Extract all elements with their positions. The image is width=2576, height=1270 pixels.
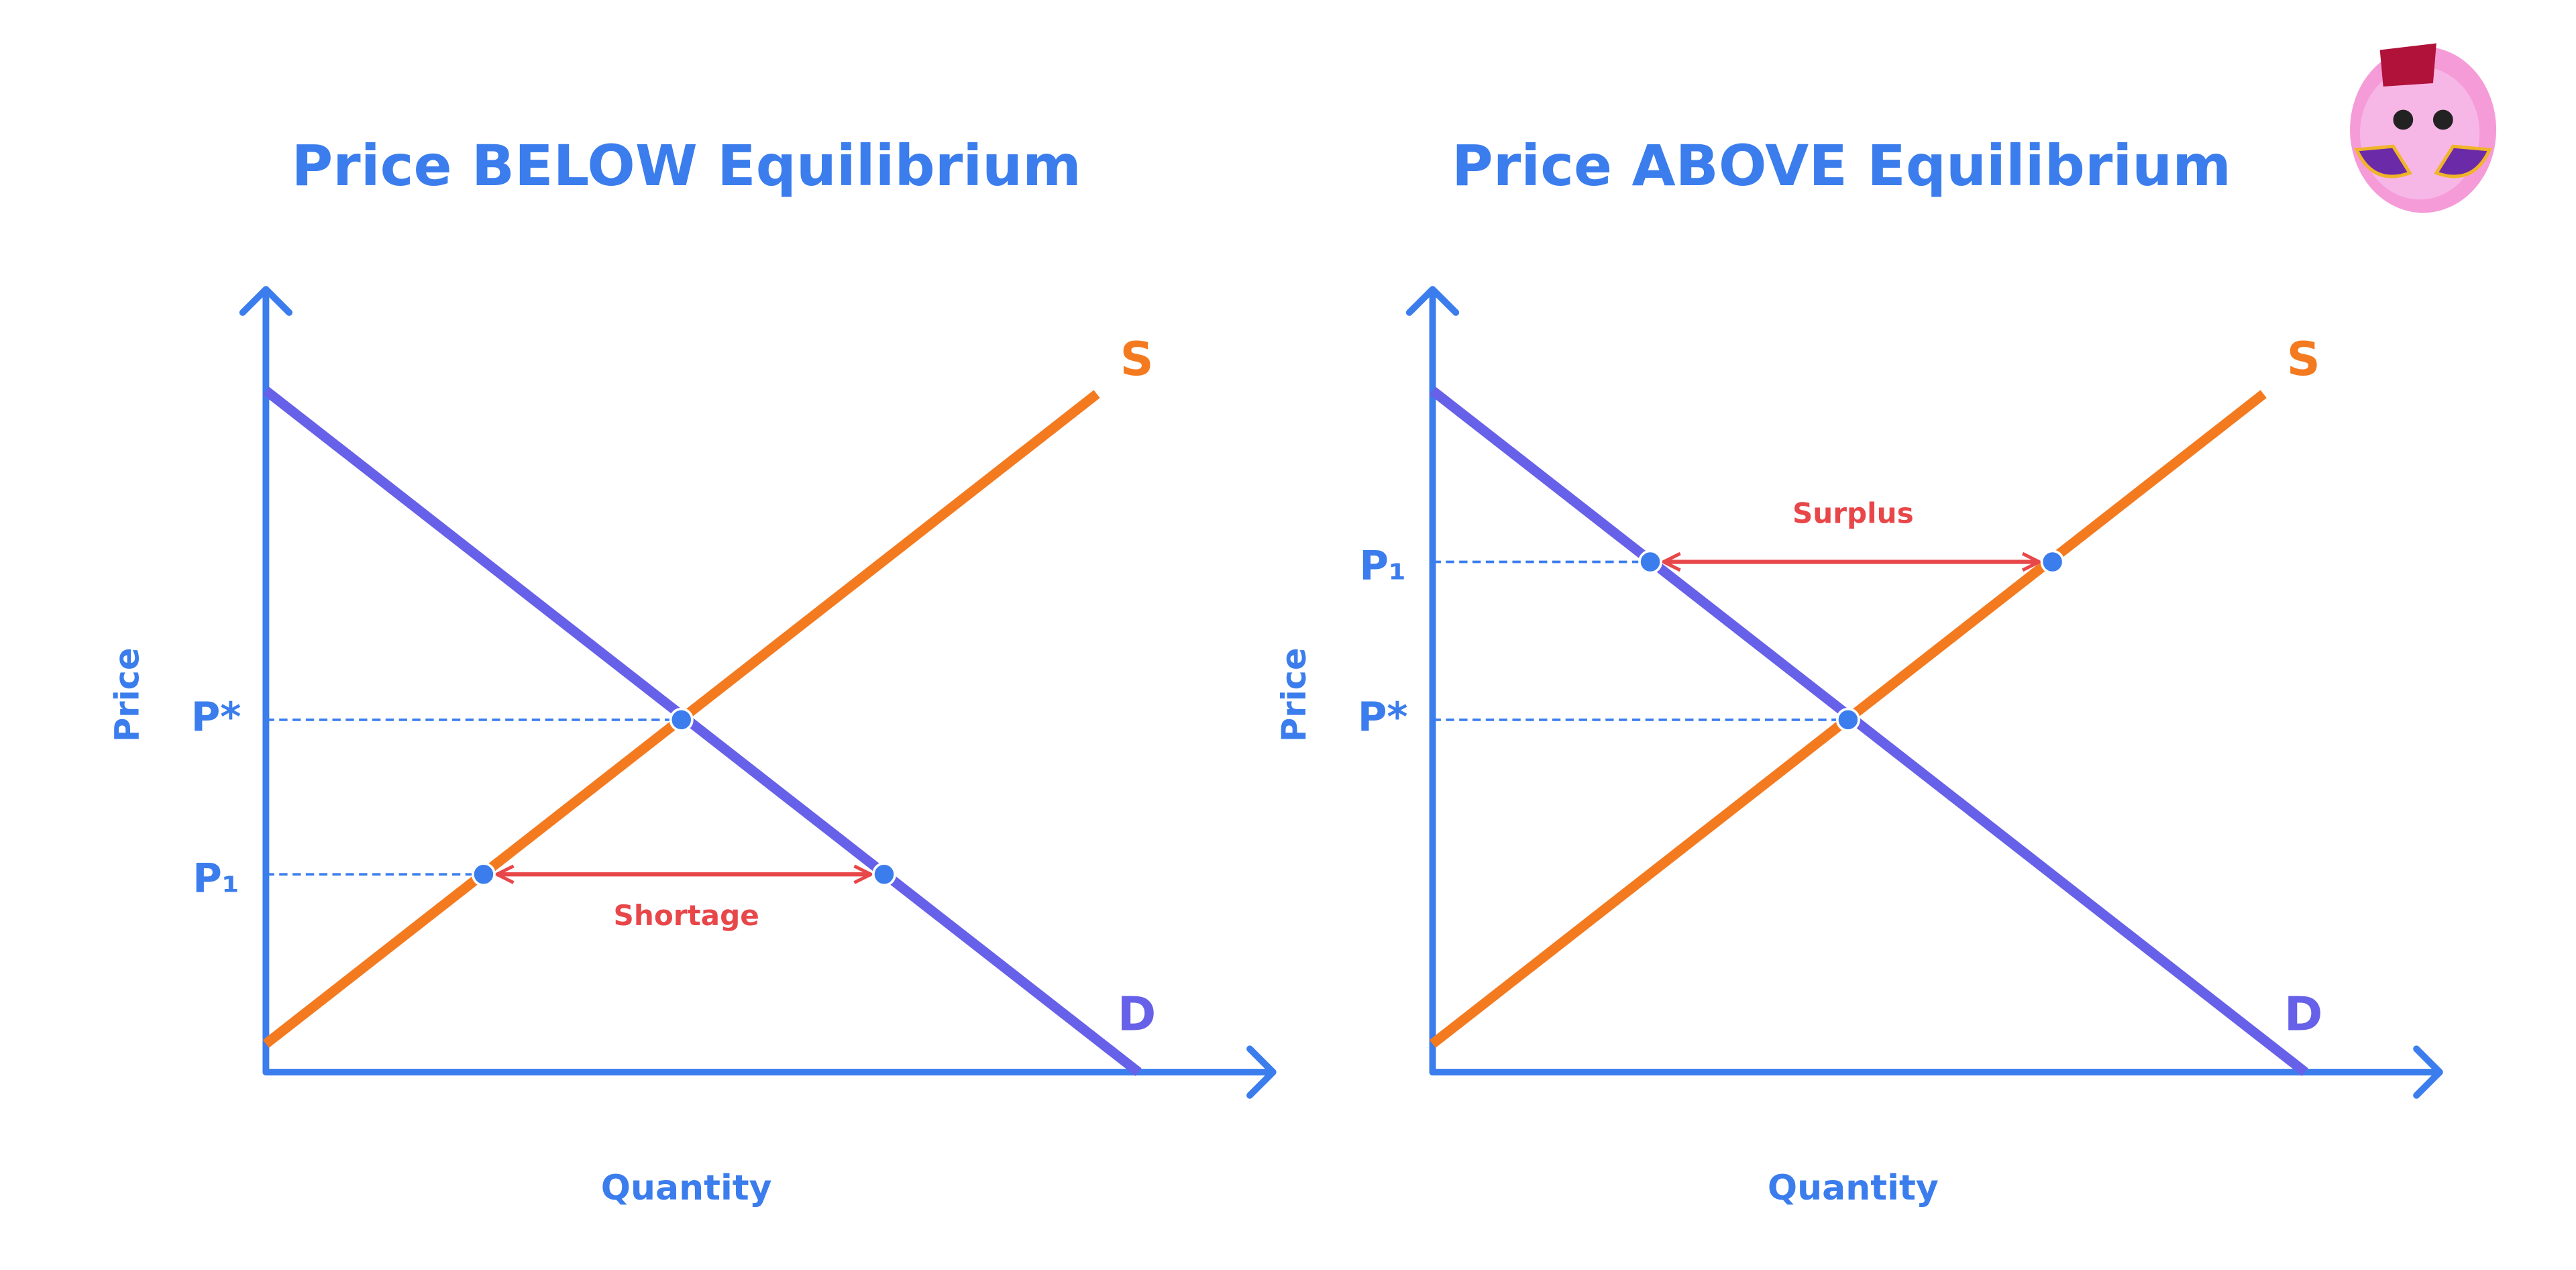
intersection-point [471, 862, 496, 887]
intersection-point [2040, 549, 2065, 574]
x-axis [262, 1045, 1277, 1099]
x-axis [1429, 1045, 2443, 1099]
demand-curve [1429, 386, 2308, 1076]
mascot [2350, 43, 2497, 213]
equilibrium-price-label: P* [1358, 694, 1408, 741]
intersection-point [1835, 707, 1860, 732]
demand-curve [262, 386, 1142, 1076]
supply-label: S [1120, 333, 1154, 386]
intersection-point [872, 862, 896, 887]
gap-label: Shortage [614, 899, 759, 932]
demand-label: D [2284, 988, 2323, 1041]
x-axis-label: Quantity [1768, 1168, 1939, 1208]
gap-label: Surplus [1792, 497, 1914, 530]
equilibrium-price-label: P* [191, 694, 241, 741]
price-label: P₁ [1359, 543, 1406, 590]
demand-label: D [1118, 988, 1157, 1041]
intersection-point [669, 707, 694, 732]
panel-title: Price ABOVE Equilibrium [1452, 133, 2231, 199]
y-axis-label: Price [108, 647, 147, 742]
intersection-point [1638, 549, 1663, 574]
supply-label: S [2287, 333, 2320, 386]
panel-title: Price BELOW Equilibrium [291, 133, 1081, 199]
price-label: P₁ [193, 855, 239, 902]
y-axis-label: Price [1275, 647, 1313, 742]
y-axis [239, 286, 293, 1076]
y-axis [1405, 286, 1460, 1076]
x-axis-label: Quantity [601, 1168, 772, 1208]
